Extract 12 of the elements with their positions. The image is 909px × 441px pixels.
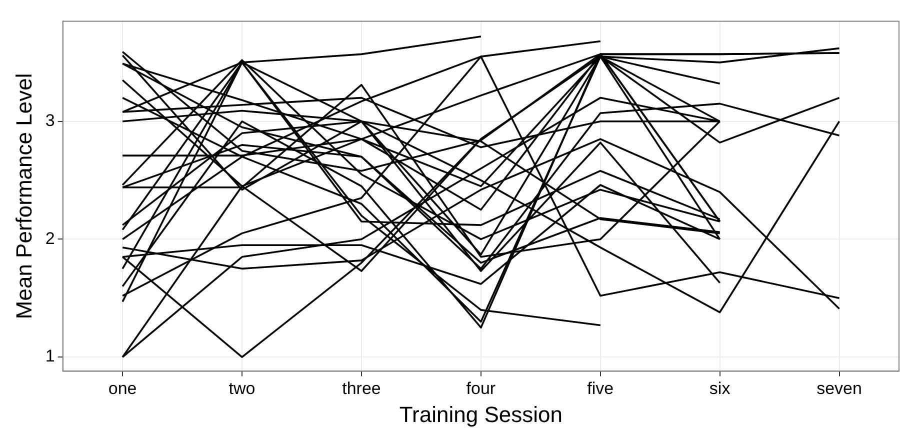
x-tick-label: five (587, 379, 614, 398)
x-tick-label: four (466, 379, 496, 398)
x-axis-title: Training Session (399, 402, 562, 427)
y-axis-title: Mean Performance Level (11, 73, 36, 320)
y-tick-label: 2 (45, 228, 55, 248)
y-tick-label: 3 (45, 111, 55, 130)
x-tick-label: seven (816, 379, 862, 398)
x-tick-label: one (108, 379, 137, 398)
y-tick-label: 1 (45, 346, 55, 366)
x-tick-label: six (709, 379, 731, 398)
x-tick-label: two (228, 379, 256, 398)
x-tick-label: three (342, 379, 381, 398)
